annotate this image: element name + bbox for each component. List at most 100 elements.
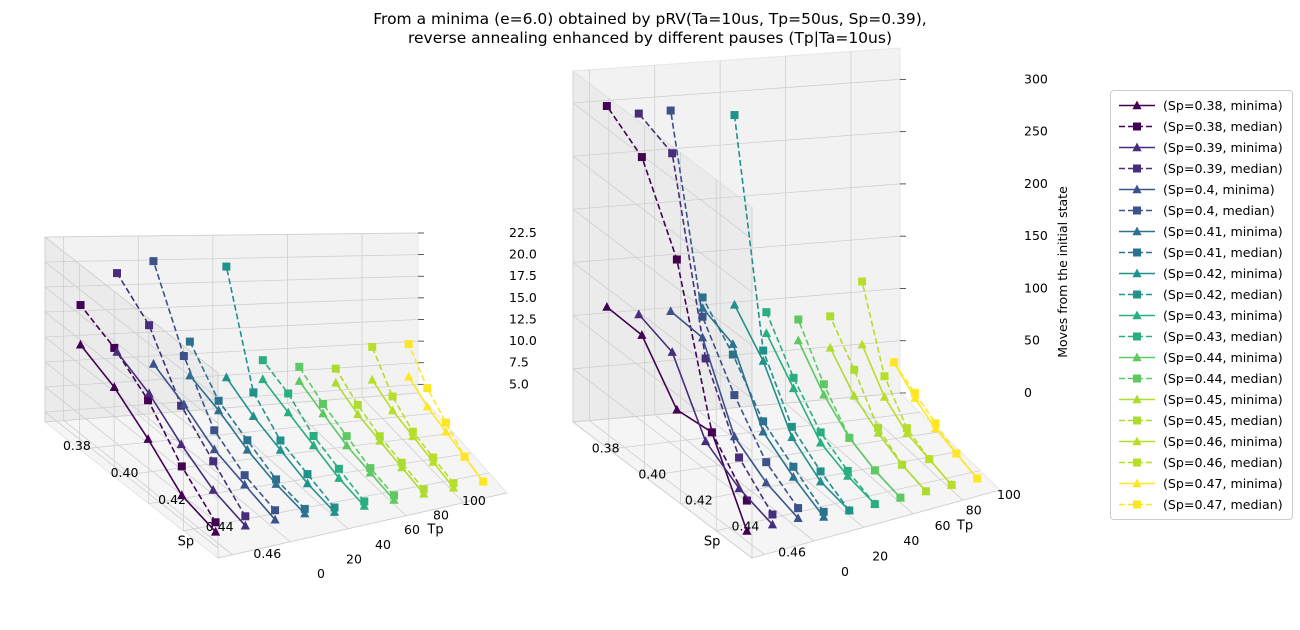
minima-point: [816, 476, 826, 486]
series-sp-0.44: [294, 362, 399, 504]
legend-swatch: [1119, 310, 1155, 320]
legend-label: (Sp=0.39, median): [1163, 161, 1283, 176]
minima-point: [698, 303, 708, 312]
legend-label: (Sp=0.38, minima): [1163, 98, 1283, 113]
grid-line: [44, 340, 419, 363]
grid-line: [572, 155, 753, 293]
median-point: [701, 354, 710, 363]
grid-line: [572, 102, 753, 240]
median-point: [602, 102, 611, 111]
minima-point: [793, 513, 803, 522]
median-point: [931, 419, 940, 428]
median-point: [819, 507, 828, 516]
z-tick-label: 5.0: [509, 376, 529, 391]
legend-label: (Sp=0.39, minima): [1163, 140, 1283, 155]
legend-label: (Sp=0.42, minima): [1163, 266, 1283, 281]
median-line: [189, 341, 306, 510]
median-point: [185, 337, 194, 346]
title-line-2: reverse annealing enhanced by different …: [407, 29, 892, 47]
minima-point: [144, 388, 154, 398]
median-point: [271, 506, 280, 515]
grid-line: [44, 362, 419, 388]
legend-item: (Sp=0.39, median): [1111, 158, 1292, 179]
y-tick-label: 0: [841, 564, 849, 579]
legend-label: (Sp=0.47, median): [1163, 497, 1283, 512]
minima-point: [209, 444, 219, 454]
minima-point: [825, 342, 835, 352]
median-point: [789, 373, 798, 382]
y-tick-label: 40: [903, 533, 919, 548]
median-point: [762, 308, 771, 317]
minima-point: [788, 472, 798, 481]
series-sp-0.43: [761, 308, 880, 509]
minima-point: [793, 335, 803, 345]
median-point: [902, 424, 911, 433]
x-tick-label: 0.42: [685, 493, 713, 508]
legend-item: (Sp=0.44, median): [1111, 368, 1292, 389]
series-sp-0.4: [148, 257, 280, 524]
minima-point: [329, 507, 340, 516]
median-point: [730, 111, 739, 120]
series-sp-0.45: [331, 364, 429, 498]
legend-label: (Sp=0.42, median): [1163, 287, 1283, 302]
legend-item: (Sp=0.43, minima): [1111, 305, 1292, 326]
minima-point: [879, 392, 890, 401]
series-sp-0.4: [666, 106, 803, 522]
x-axis-label: Sp: [704, 535, 721, 550]
legend-item: (Sp=0.38, median): [1111, 116, 1292, 137]
x-tick-label: 0.40: [111, 465, 139, 480]
median-point: [112, 269, 121, 278]
median-point: [309, 431, 318, 440]
median-point: [666, 106, 675, 115]
minima-point: [342, 440, 352, 450]
grid-line: [572, 78, 901, 104]
minima-point: [271, 479, 281, 488]
minima-point: [334, 473, 344, 482]
minima-point: [924, 454, 934, 463]
series-sp-0.47: [404, 340, 488, 486]
minima-point: [300, 508, 310, 518]
legend-swatch: [1119, 332, 1155, 341]
minima-point: [897, 459, 907, 469]
median-point: [179, 352, 188, 361]
legend-label: (Sp=0.41, median): [1163, 245, 1283, 260]
median-point: [672, 255, 681, 264]
grid-line: [44, 232, 419, 238]
legend-label: (Sp=0.45, median): [1163, 413, 1283, 428]
minima-point: [112, 346, 122, 356]
z-tick-label: 15.0: [509, 290, 537, 305]
minima-point: [767, 519, 778, 529]
median-point: [258, 356, 267, 365]
legend-item: (Sp=0.41, minima): [1111, 221, 1292, 242]
minima-point: [870, 465, 880, 475]
grid-line: [183, 472, 490, 532]
grid-line: [361, 397, 464, 504]
grid-line: [79, 412, 436, 450]
grid-line: [644, 431, 941, 477]
median-point: [241, 512, 250, 521]
minima-point: [208, 485, 218, 494]
median-point: [177, 462, 186, 471]
minima-point: [294, 376, 304, 385]
median-point: [110, 343, 119, 352]
minima-point: [844, 505, 854, 515]
median-point: [342, 432, 351, 441]
grid-line: [751, 489, 1001, 559]
z-tick-label: 0: [1024, 385, 1032, 400]
minima-point: [819, 511, 829, 521]
legend-swatch: [1119, 248, 1155, 257]
legend-item: (Sp=0.47, median): [1111, 494, 1292, 515]
legend-swatch: [1119, 184, 1155, 194]
minima-point: [788, 383, 799, 393]
minima-point: [921, 486, 931, 496]
grid-line: [44, 386, 219, 524]
median-point: [331, 364, 340, 373]
minima-point: [707, 427, 717, 437]
x-tick-label: 0.38: [63, 438, 91, 453]
minima-point: [910, 393, 920, 402]
legend-swatch: [1119, 164, 1155, 173]
minima-point: [75, 339, 86, 349]
legend-swatch: [1119, 416, 1155, 425]
minima-point: [179, 399, 189, 409]
grid-line: [589, 420, 765, 555]
